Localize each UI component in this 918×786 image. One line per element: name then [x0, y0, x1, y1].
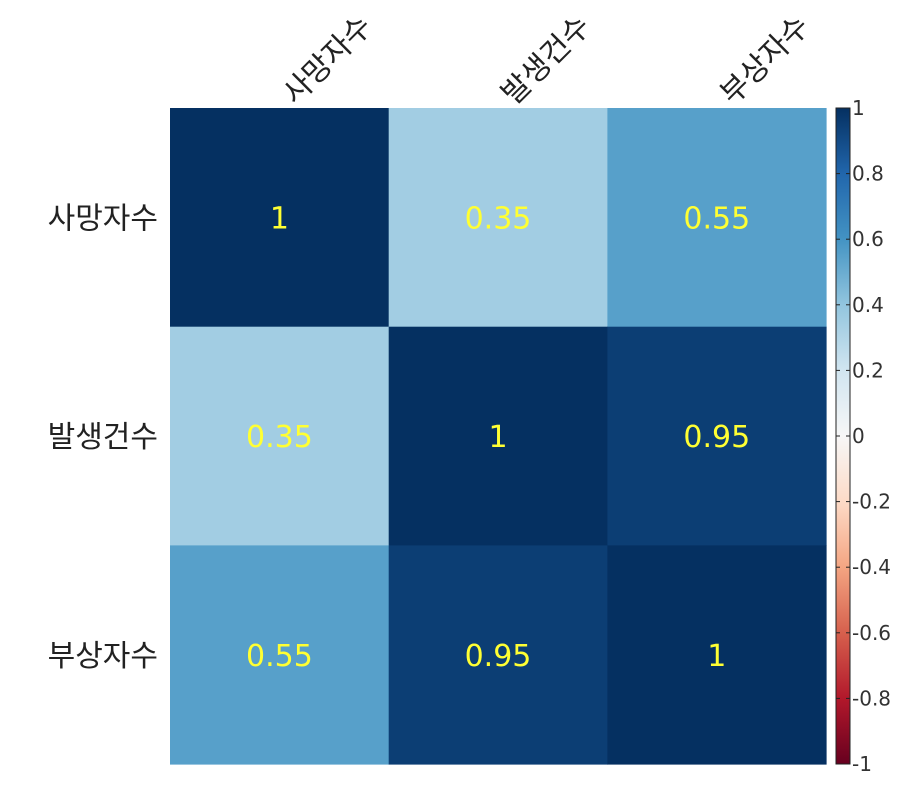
colorbar-tick-label-2: 0.6 [852, 227, 884, 251]
colorbar-tick-label-6: -0.2 [852, 490, 891, 514]
heatmap-cell-r1-c1 [388, 326, 608, 546]
heatmap-cell-r2-c2 [607, 545, 827, 765]
colorbar: 1 0.8 0.6 0.4 0.2 0 -0.2 -0.4 -0.6 -0.8 -1 [835, 96, 891, 776]
column-labels: 사망자수 발생건수 부상자수 [276, 9, 816, 112]
heatmap-cell-r0-c0 [170, 108, 390, 328]
colorbar-tick-label-3: 0.4 [852, 293, 884, 317]
colorbar-tick-label-8: -0.6 [852, 621, 891, 645]
colorbar-tick-label-5: 0 [852, 424, 865, 448]
heatmap-cells [170, 108, 827, 765]
column-label-발생건수: 발생건수 [495, 9, 598, 112]
row-label-부상자수: 부상자수 [48, 639, 158, 674]
row-label-발생건수: 발생건수 [48, 420, 158, 455]
heatmap-cell-r0-c2 [607, 108, 827, 328]
colorbar-tick-label-1: 0.8 [852, 162, 884, 186]
heatmap-cell-r1-c2 [607, 326, 827, 546]
heatmap-cell-r2-c0 [170, 545, 390, 765]
heatmap-cell-r0-c1 [388, 108, 608, 328]
colorbar-tick-label-10: -1 [852, 752, 872, 776]
heatmap-cell-labels: 1 0.35 0.55 0.35 1 0.95 0.55 0.95 1 [246, 201, 750, 674]
colorbar-tick-label-7: -0.4 [852, 555, 891, 579]
column-label-부상자수: 부상자수 [714, 9, 817, 112]
cell-value-label-r0-c0: 1 [270, 201, 289, 236]
cell-value-label-r1-c2: 0.95 [683, 420, 750, 455]
column-label-사망자수: 사망자수 [276, 9, 379, 112]
colorbar-tick-label-9: -0.8 [852, 686, 891, 710]
cell-value-label-r2-c2: 1 [707, 639, 726, 674]
row-label-사망자수: 사망자수 [48, 201, 158, 236]
cell-value-label-r2-c1: 0.95 [465, 639, 532, 674]
colorbar-tick-label-4: 0.2 [852, 358, 884, 382]
cell-value-label-r2-c0: 0.55 [246, 639, 313, 674]
colorbar-tick-label-0: 1 [852, 96, 865, 120]
heatmap-cell-r2-c1 [388, 545, 608, 765]
cell-value-label-r0-c2: 0.55 [683, 201, 750, 236]
cell-value-label-r1-c0: 0.35 [246, 420, 313, 455]
cell-value-label-r1-c1: 1 [488, 420, 507, 455]
cell-value-label-r0-c1: 0.35 [465, 201, 532, 236]
heatmap-cell-r1-c0 [170, 326, 390, 546]
